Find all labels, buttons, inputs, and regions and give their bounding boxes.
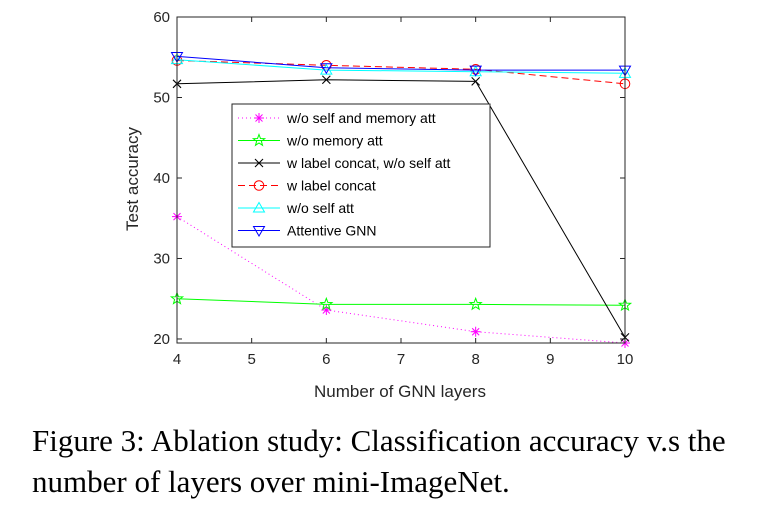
legend-label-4: w/o self att [286, 200, 354, 216]
legend-box [231, 103, 491, 248]
y-tick-label: 50 [153, 89, 170, 106]
y-tick-label: 60 [153, 9, 170, 26]
accuracy-line-chart: 4 5 6 7 8 9 10 20 30 40 50 60 w/o self and memory a… [123, 9, 633, 401]
data-point-s0-2 [470, 326, 481, 337]
x-tick-label: 5 [247, 351, 255, 368]
y-tick-label: 40 [153, 170, 170, 187]
y-tick-label: 30 [153, 250, 170, 267]
axes: 4 5 6 7 8 9 10 20 30 40 50 60 [153, 9, 633, 368]
legend-marker-0 [254, 113, 264, 123]
x-tick-label: 8 [471, 351, 479, 368]
x-tick-label: 9 [546, 351, 554, 368]
data-point-s3-2 [470, 64, 481, 75]
data-point-s1-1 [319, 296, 334, 311]
legend-label-3: w label concat [286, 178, 376, 194]
legend-marker-1 [251, 133, 267, 147]
data-point-s2-1 [321, 75, 331, 85]
series-line-4 [176, 59, 626, 74]
data-point-s2-2 [471, 77, 481, 86]
series-line-0 [176, 216, 626, 344]
data-point-s5-2 [469, 65, 483, 77]
legend-label-5: Attentive GNN [287, 223, 376, 239]
series-line-3 [176, 60, 626, 85]
figure-caption: Figure 3: Ablation study: Classification… [32, 423, 726, 499]
legend-marker-3 [253, 180, 265, 191]
legend-marker-4 [252, 201, 266, 213]
y-axis-title: Test accuracy [123, 127, 142, 231]
y-tick-label: 20 [153, 331, 170, 348]
legend-label-2: w label concat, w/o self att [286, 155, 451, 171]
series-line-5 [176, 55, 625, 71]
legend: w/o self and memory att w/o memory att w l… [231, 103, 491, 248]
x-tick-label: 10 [617, 351, 634, 368]
legend-marker-5 [252, 226, 266, 237]
series-line-2 [176, 79, 626, 338]
x-tick-label: 4 [173, 351, 181, 368]
x-tick-label: 7 [397, 351, 405, 368]
legend-marker-2 [254, 158, 264, 168]
data-point-s1-2 [468, 296, 483, 311]
data-point-s5-1 [319, 63, 333, 75]
legend-label-1: w/o memory att [286, 133, 383, 149]
x-tick-label: 6 [322, 351, 330, 368]
series-line-1 [176, 298, 626, 306]
legend-label-0: w/o self and memory att [286, 110, 436, 126]
x-axis-title: Number of GNN layers [314, 382, 486, 401]
